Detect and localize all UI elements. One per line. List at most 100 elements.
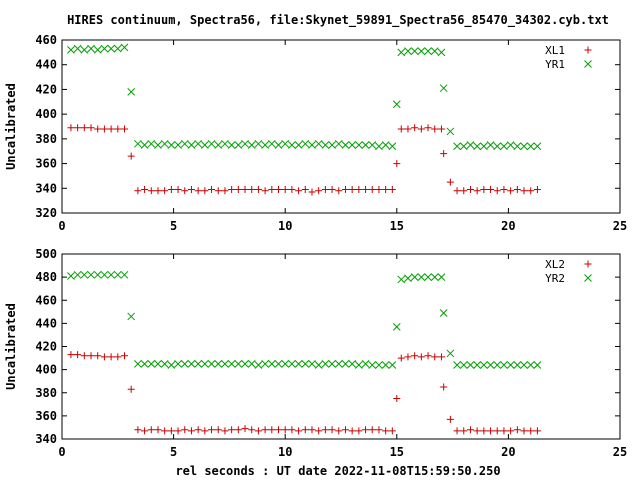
data-point-xl1 (87, 124, 95, 132)
data-point-xl1 (228, 186, 236, 194)
data-point-xl1 (321, 186, 329, 194)
x-tick-label: 10 (278, 219, 292, 233)
data-point-xl1 (520, 187, 528, 195)
x-tick-label: 20 (501, 445, 515, 459)
data-point-xl1 (473, 187, 481, 195)
data-point-yr1 (200, 141, 209, 149)
data-point-yr1 (446, 127, 455, 136)
y-tick-label: 360 (35, 409, 57, 423)
data-point-xl1 (335, 187, 343, 195)
data-point-yr2 (221, 359, 229, 368)
data-point-xl2 (424, 352, 432, 360)
x-tick-label: 5 (170, 219, 177, 233)
data-point-yr2 (254, 361, 263, 369)
data-point-xl1 (424, 124, 432, 132)
data-point-yr1 (227, 141, 236, 149)
data-point-xl2 (295, 427, 303, 435)
data-point-yr2 (288, 359, 296, 368)
data-point-yr1 (207, 139, 216, 148)
data-point-yr2 (453, 361, 461, 369)
data-point-xl1 (500, 186, 508, 194)
data-point-xl2 (141, 427, 149, 435)
data-point-yr2 (486, 361, 495, 369)
x-axis-label: rel seconds : UT date 2022-11-08T15:59:5… (175, 464, 500, 478)
data-point-yr1 (87, 44, 95, 53)
data-point-xl1 (174, 186, 182, 194)
data-point-yr2 (314, 361, 323, 369)
y-tick-label: 340 (35, 181, 57, 195)
data-point-yr1 (160, 139, 169, 148)
data-point-yr2 (348, 359, 357, 368)
data-point-yr1 (404, 47, 412, 55)
data-point-yr2 (134, 359, 142, 368)
data-point-yr2 (533, 361, 542, 369)
data-point-xl2 (134, 426, 142, 434)
data-point-xl2 (500, 427, 508, 435)
data-point-yr2 (410, 273, 419, 281)
data-point-yr2 (381, 361, 390, 369)
data-point-yr2 (479, 361, 488, 369)
data-point-xl2 (397, 354, 405, 362)
data-point-yr1 (388, 142, 397, 151)
data-point-yr2 (214, 359, 223, 368)
data-point-xl1 (67, 124, 75, 132)
y-tick-label: 340 (35, 432, 57, 446)
data-point-xl2 (194, 426, 202, 434)
data-point-yr2 (187, 359, 196, 368)
data-point-xl2 (411, 352, 419, 360)
data-point-xl2 (520, 427, 528, 435)
data-point-yr1 (93, 46, 102, 54)
data-point-xl2 (187, 427, 195, 435)
x-tick-label: 0 (58, 219, 65, 233)
data-point-xl1 (261, 187, 269, 195)
data-point-xl2 (375, 426, 383, 434)
data-point-xl2 (208, 426, 216, 434)
data-point-xl1 (114, 125, 122, 133)
data-point-xl2 (308, 426, 316, 434)
data-point-yr2 (424, 273, 432, 281)
data-point-yr1 (140, 141, 149, 149)
data-point-yr1 (67, 46, 75, 54)
data-point-xl2 (393, 395, 401, 403)
x-tick-label: 25 (613, 445, 627, 459)
data-point-yr1 (341, 141, 350, 149)
data-point-yr1 (328, 141, 336, 149)
data-point-yr2 (355, 361, 363, 369)
data-point-xl2 (120, 352, 128, 360)
data-point-yr2 (107, 270, 115, 279)
data-point-yr1 (294, 141, 303, 149)
data-point-xl1 (460, 187, 468, 195)
data-point-yr2 (430, 273, 439, 281)
y-tick-label: 500 (35, 247, 57, 261)
data-point-xl2 (201, 427, 209, 435)
plot-frame (61, 39, 621, 214)
x-tick-label: 25 (613, 219, 627, 233)
top-plot-panel: 0 5 10 15 20 25 320 340 360 380 400 420 440 460 Uncali… (4, 33, 627, 233)
data-point-yr2 (439, 309, 448, 317)
data-point-xl2 (473, 427, 481, 435)
data-point-xl1 (94, 125, 102, 133)
y-axis-label: Uncalibrated (4, 83, 18, 170)
data-point-xl2 (67, 351, 75, 359)
data-point-yr2 (234, 359, 243, 368)
data-point-yr1 (314, 139, 323, 148)
y-tick-label: 460 (35, 293, 57, 307)
data-point-xl2 (480, 427, 488, 435)
data-point-xl2 (181, 426, 189, 434)
data-point-xl2 (87, 352, 95, 360)
chart-title: HIRES continuum, Spectra56, file:Skynet_… (67, 13, 609, 28)
x-tick-label: 15 (390, 445, 404, 459)
data-point-xl1 (446, 178, 454, 186)
data-point-yr2 (328, 359, 336, 368)
data-point-xl1 (527, 187, 535, 195)
data-point-xl1 (341, 186, 349, 194)
data-point-yr2 (301, 359, 310, 368)
data-point-yr2 (140, 359, 149, 368)
data-point-yr1 (274, 141, 283, 149)
data-point-yr1 (417, 47, 426, 55)
x-tick-label: 10 (278, 445, 292, 459)
data-point-xl1 (201, 187, 209, 195)
data-point-xl2 (487, 427, 495, 435)
data-point-xl1 (453, 187, 461, 195)
data-point-yr2 (200, 359, 209, 368)
